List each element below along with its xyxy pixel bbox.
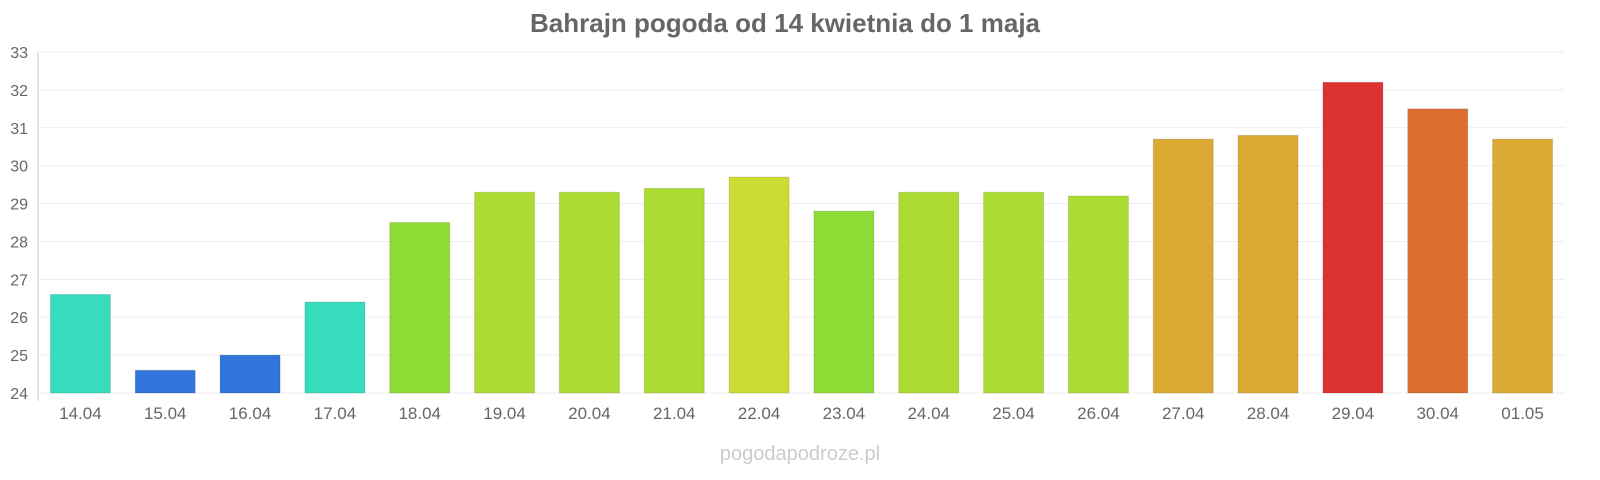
- x-tick-label: 27.04: [1162, 404, 1205, 423]
- y-tick-label: 28: [10, 234, 28, 251]
- bar-29.04[interactable]: [1322, 81, 1384, 394]
- x-tick-label: 25.04: [992, 404, 1035, 423]
- bar-21.04[interactable]: [643, 187, 705, 394]
- bar-24.04[interactable]: [898, 191, 960, 394]
- bar-19.04[interactable]: [474, 191, 536, 394]
- x-tick-label: 15.04: [144, 404, 187, 423]
- y-tick-label: 26: [10, 310, 28, 327]
- bar-18.04[interactable]: [389, 222, 451, 394]
- x-tick-label: 30.04: [1416, 404, 1459, 423]
- y-tick-label: 32: [10, 83, 28, 100]
- x-tick-label: 18.04: [398, 404, 441, 423]
- x-tick-label: 21.04: [653, 404, 696, 423]
- bar-25.04[interactable]: [983, 191, 1045, 394]
- bar-01.05[interactable]: [1492, 138, 1554, 394]
- y-tick-label: 31: [10, 121, 28, 138]
- x-tick-label: 20.04: [568, 404, 611, 423]
- bar-17.04[interactable]: [304, 301, 366, 394]
- bar-27.04[interactable]: [1152, 138, 1214, 394]
- y-tick-label: 30: [10, 159, 28, 176]
- bar-30.04[interactable]: [1407, 108, 1469, 394]
- y-tick-label: 33: [10, 45, 28, 62]
- x-tick-label: 28.04: [1247, 404, 1290, 423]
- x-tick-label: 19.04: [483, 404, 526, 423]
- bar-26.04[interactable]: [1067, 195, 1129, 394]
- x-tick-label: 24.04: [907, 404, 950, 423]
- bar-22.04[interactable]: [728, 176, 790, 394]
- x-tick-label: 23.04: [823, 404, 866, 423]
- y-tick-label: 24: [10, 386, 28, 403]
- bar-28.04[interactable]: [1237, 134, 1299, 394]
- bar-14.04[interactable]: [49, 293, 111, 394]
- bar-15.04[interactable]: [134, 369, 196, 394]
- x-tick-label: 01.05: [1501, 404, 1544, 423]
- credit-text: pogodapodroze.pl: [720, 443, 880, 465]
- bar-16.04[interactable]: [219, 354, 281, 394]
- x-tick-label: 16.04: [229, 404, 272, 423]
- y-tick-label: 25: [10, 348, 28, 365]
- x-tick-label: 14.04: [59, 404, 102, 423]
- x-tick-label: 17.04: [314, 404, 357, 423]
- x-tick-label: 29.04: [1332, 404, 1375, 423]
- bar-20.04[interactable]: [558, 191, 620, 394]
- bar-23.04[interactable]: [813, 210, 875, 394]
- chart-title: Bahrajn pogoda od 14 kwietnia do 1 maja: [530, 8, 1041, 38]
- x-tick-label: 26.04: [1077, 404, 1120, 423]
- y-tick-label: 27: [10, 272, 28, 289]
- y-tick-label: 29: [10, 197, 28, 214]
- x-tick-label: 22.04: [738, 404, 781, 423]
